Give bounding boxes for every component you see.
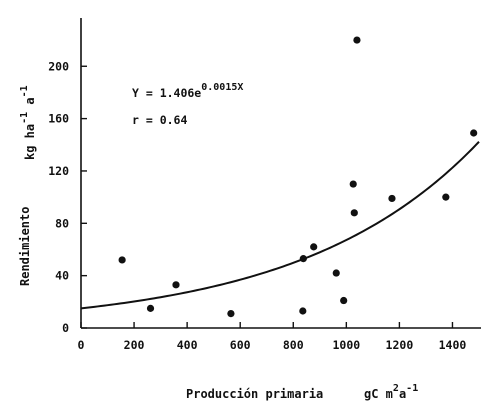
y-tick-label: 40 <box>55 269 69 283</box>
data-point <box>118 256 126 264</box>
y-tick-label: 80 <box>55 216 69 230</box>
data-point <box>353 36 361 44</box>
y-tick-label: 200 <box>48 59 69 73</box>
data-point <box>349 180 357 188</box>
data-point <box>340 296 348 305</box>
data-point <box>350 209 358 217</box>
x-tick-label: 1000 <box>332 338 360 352</box>
data-point <box>299 307 307 315</box>
equation-annotation: Y = 1.406e0.0015X <box>132 82 243 100</box>
data-point <box>299 255 307 263</box>
fit-curve <box>80 141 480 310</box>
x-axis-unit: gC m2a-1 <box>364 383 418 401</box>
data-point <box>172 281 180 289</box>
x-tick-label: 200 <box>124 338 145 352</box>
x-tick-label: 600 <box>230 338 251 352</box>
data-point <box>227 310 235 318</box>
data-point <box>442 193 450 201</box>
y-tick-label: 0 <box>62 321 69 335</box>
x-axis-label: Producción primaria <box>186 387 323 401</box>
r-annotation: r = 0.64 <box>132 113 187 127</box>
data-points <box>118 36 478 318</box>
y-axis-label: Rendimiento <box>18 207 32 286</box>
data-point <box>332 269 340 277</box>
y-tick-label: 120 <box>48 164 69 178</box>
x-tick-label: 1200 <box>386 338 414 352</box>
x-tick-label: 0 <box>78 338 85 352</box>
y-tick-label: 160 <box>48 112 69 126</box>
x-ticks: 0 200 400 600 800 1000 1200 1400 <box>78 322 467 352</box>
x-tick-label: 1400 <box>439 338 467 352</box>
data-point <box>470 129 478 137</box>
x-tick-label: 800 <box>283 338 304 352</box>
y-ticks: 0 40 80 120 160 200 <box>48 59 87 335</box>
data-point <box>146 304 155 312</box>
data-point <box>388 194 396 203</box>
axes <box>80 18 481 329</box>
data-point <box>310 243 318 251</box>
x-tick-label: 400 <box>177 338 198 352</box>
y-axis-unit: kg ha-1 a-1 <box>19 85 37 160</box>
